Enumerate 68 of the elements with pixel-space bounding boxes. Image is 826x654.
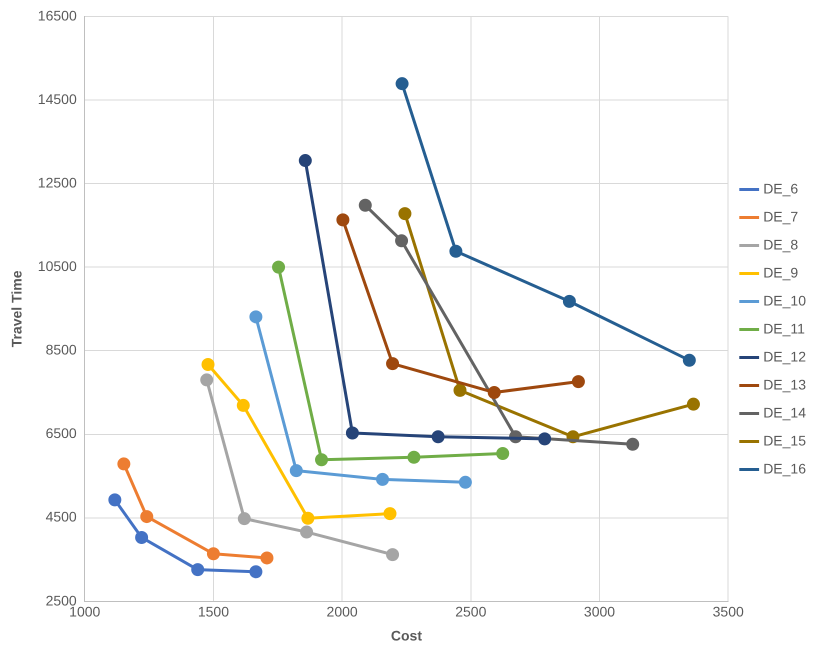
point xyxy=(396,77,409,90)
legend-label: DE_12 xyxy=(763,348,806,364)
point xyxy=(432,430,445,444)
point xyxy=(454,384,466,397)
point xyxy=(260,551,274,564)
y-tick-label: 8500 xyxy=(46,342,77,358)
point xyxy=(272,260,286,274)
point xyxy=(496,446,510,460)
point xyxy=(449,244,462,258)
point xyxy=(140,510,154,524)
point xyxy=(298,154,312,168)
point xyxy=(395,234,408,248)
legend-label: DE_13 xyxy=(763,376,806,392)
x-tick-label: 3000 xyxy=(584,604,616,620)
legend-label: DE_7 xyxy=(763,208,798,224)
point xyxy=(300,526,314,539)
x-tick-label: 1500 xyxy=(198,604,230,620)
legend-label: DE_16 xyxy=(763,460,806,476)
point xyxy=(358,198,372,212)
point xyxy=(202,358,215,371)
legend-label: DE_10 xyxy=(763,292,806,308)
point xyxy=(682,354,696,367)
y-tick-label: 14500 xyxy=(38,90,77,107)
legend-label: DE_6 xyxy=(763,180,798,196)
x-tick-label: 2000 xyxy=(326,604,358,620)
y-tick-label: 4500 xyxy=(46,508,77,525)
point xyxy=(538,432,552,446)
y-tick-label: 2500 xyxy=(46,592,77,608)
legend-label: DE_15 xyxy=(763,432,806,448)
point xyxy=(386,357,400,370)
point xyxy=(117,457,130,470)
x-tick-label: 2500 xyxy=(455,604,487,620)
point xyxy=(398,207,412,220)
point xyxy=(562,294,576,308)
point xyxy=(108,493,122,506)
legend-label: DE_11 xyxy=(763,320,806,336)
point xyxy=(191,563,204,576)
x-tick-label: 3500 xyxy=(712,604,744,620)
point xyxy=(386,548,400,562)
point xyxy=(290,464,303,478)
legend-label: DE_14 xyxy=(763,404,806,420)
point xyxy=(249,310,262,324)
point xyxy=(458,476,472,489)
x-axis-title: Cost xyxy=(390,627,422,644)
point xyxy=(301,512,314,525)
point xyxy=(376,472,390,486)
legend-label: DE_8 xyxy=(763,236,798,252)
y-tick-label: 16500 xyxy=(38,7,77,24)
point xyxy=(488,386,501,399)
point xyxy=(686,398,700,411)
point xyxy=(238,512,251,526)
point xyxy=(249,565,262,578)
y-tick-label: 10500 xyxy=(38,258,77,274)
point xyxy=(315,453,328,466)
y-tick-label: 12500 xyxy=(38,174,77,190)
point xyxy=(336,213,350,226)
point xyxy=(346,426,359,440)
point xyxy=(200,373,214,386)
point xyxy=(626,438,640,451)
point xyxy=(407,450,420,464)
point xyxy=(135,530,148,544)
legend-label: DE_9 xyxy=(763,264,798,280)
point xyxy=(383,507,396,520)
point xyxy=(236,398,250,412)
y-tick-label: 6500 xyxy=(46,425,77,442)
y-axis-title: Travel Time xyxy=(8,270,24,348)
point xyxy=(206,547,220,560)
point xyxy=(572,375,585,388)
